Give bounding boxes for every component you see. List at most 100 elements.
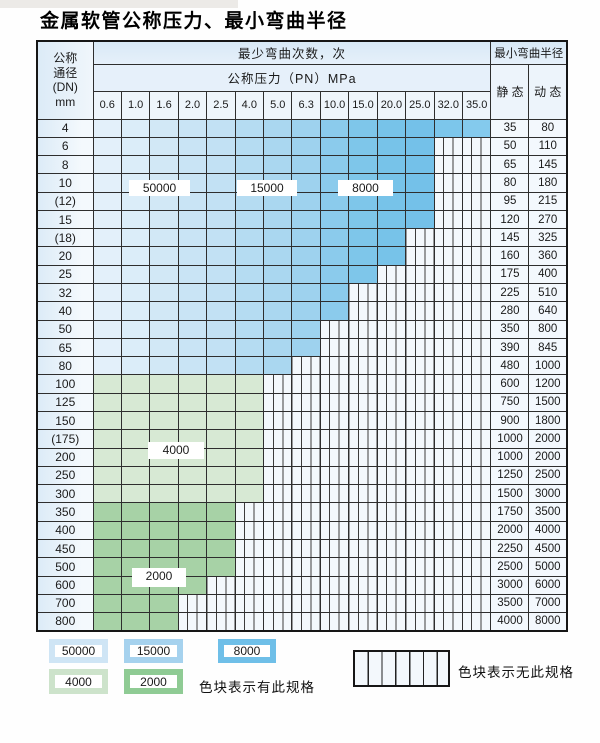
no-spec-cell [263, 465, 293, 486]
spec-cell [234, 319, 265, 339]
spec-cell [263, 118, 293, 138]
table-row: 250 1250 2500 [36, 465, 568, 486]
dynamic-radius-value: 2000 [528, 447, 568, 467]
spec-cell [92, 136, 122, 157]
no-spec-cell [319, 447, 350, 467]
no-spec-cell [461, 136, 492, 157]
table-row: 400 2000 4000 [36, 520, 568, 540]
static-radius-value: 120 [490, 209, 530, 230]
pressure-column-header: 0.6 [92, 90, 122, 120]
dn-label: 6 [36, 136, 94, 157]
no-spec-cell [234, 612, 265, 632]
spec-cell [234, 465, 265, 486]
dn-label: 350 [36, 502, 94, 522]
dn-label: 32 [36, 283, 94, 303]
table-row: 125 750 1500 [36, 392, 568, 413]
dn-label: 450 [36, 538, 94, 559]
pressure-column-header: 2.5 [206, 90, 236, 120]
pressure-column-header: 25.0 [405, 90, 435, 120]
dn-label: 250 [36, 465, 94, 486]
corner-line: 通径 [53, 65, 78, 80]
spec-cell [120, 484, 151, 504]
spec-cell [149, 392, 179, 413]
spec-cell [291, 136, 321, 157]
dynamic-radius-value: 7000 [528, 593, 568, 614]
spec-cell [348, 228, 378, 248]
spec-cell [206, 465, 236, 486]
spec-cell [92, 593, 122, 614]
spec-cell [177, 392, 208, 413]
no-spec-cell [263, 575, 293, 595]
no-spec-cell [376, 374, 407, 394]
spec-table-body: 4 35 80 6 50 110 8 65 145 10 80 180 (12) 95 215 15 120 27… [36, 118, 568, 632]
spec-cell [177, 136, 208, 157]
spec-cell [92, 392, 122, 413]
dynamic-radius-value: 1000 [528, 356, 568, 376]
spec-cell [92, 246, 122, 266]
spec-cell [149, 410, 179, 431]
no-spec-cell [234, 557, 265, 577]
pressure-column-header: 20.0 [376, 90, 407, 120]
spec-cell [177, 465, 208, 486]
no-spec-cell [405, 429, 435, 449]
no-spec-cell [461, 484, 492, 504]
spec-cell [92, 155, 122, 175]
static-radius-value: 3000 [490, 575, 530, 595]
spec-cell [149, 484, 179, 504]
spec-cell [234, 209, 265, 230]
no-spec-cell [263, 593, 293, 614]
no-spec-cell [291, 429, 321, 449]
no-spec-cell [263, 374, 293, 394]
spec-cell [177, 246, 208, 266]
no-spec-cell [291, 557, 321, 577]
dn-label: 8 [36, 155, 94, 175]
no-spec-cell [348, 429, 378, 449]
dynamic-radius-value: 145 [528, 155, 568, 175]
no-spec-cell [291, 612, 321, 632]
spec-cell [263, 356, 293, 376]
spec-cell [92, 484, 122, 504]
spec-cell [348, 118, 378, 138]
spec-cell [149, 209, 179, 230]
spec-cell [177, 209, 208, 230]
spec-cell [92, 264, 122, 285]
spec-cell [92, 356, 122, 376]
spec-cell [92, 319, 122, 339]
corner-line: (DN) [52, 80, 78, 95]
spec-cell [433, 118, 463, 138]
static-radius-value: 1500 [490, 484, 530, 504]
no-spec-cell [291, 447, 321, 467]
table-row: 8 65 145 [36, 155, 568, 175]
no-spec-cell [263, 502, 293, 522]
no-spec-cell [433, 319, 463, 339]
no-spec-cell [319, 557, 350, 577]
spec-cell [120, 246, 151, 266]
no-spec-cell [461, 264, 492, 285]
table-row: 300 1500 3000 [36, 484, 568, 504]
legend-item-2000: 2000 [124, 669, 183, 694]
spec-cell [206, 429, 236, 449]
no-spec-cell [405, 228, 435, 248]
spec-cell [206, 502, 236, 522]
spec-cell [206, 209, 236, 230]
spec-cell [348, 136, 378, 157]
spec-cell [234, 136, 265, 157]
no-spec-cell [376, 392, 407, 413]
table-row: 200 1000 2000 [36, 447, 568, 467]
spec-cell [206, 264, 236, 285]
spec-cell [263, 191, 293, 211]
spec-cell [92, 228, 122, 248]
spec-cell [120, 520, 151, 540]
spec-cell [177, 502, 208, 522]
spec-cell [206, 228, 236, 248]
spec-cell [234, 155, 265, 175]
table-row: 100 600 1200 [36, 374, 568, 394]
no-spec-cell [234, 520, 265, 540]
no-spec-cell [433, 155, 463, 175]
spec-cell [405, 155, 435, 175]
table-row: 32 225 510 [36, 283, 568, 303]
spec-cell [291, 337, 321, 358]
spec-cell [149, 465, 179, 486]
dn-label: 4 [36, 118, 94, 138]
no-spec-cell [319, 392, 350, 413]
